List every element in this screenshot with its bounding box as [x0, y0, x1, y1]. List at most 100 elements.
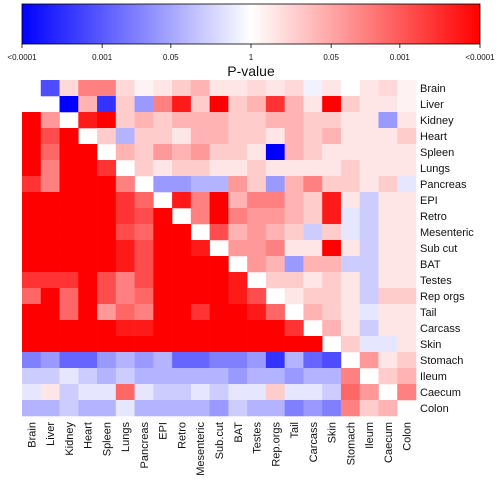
heatmap-cell: [59, 176, 79, 193]
heatmap-cell: [115, 288, 135, 305]
heatmap-cell: [153, 336, 173, 353]
y-tick-label: Liver: [420, 99, 444, 111]
heatmap-cell: [172, 288, 192, 305]
heatmap-cell: [284, 144, 304, 161]
heatmap-cell: [265, 240, 285, 257]
heatmap-cell: [265, 128, 285, 145]
heatmap-cell: [265, 352, 285, 369]
heatmap-cell: [153, 368, 173, 385]
heatmap-cell: [40, 176, 60, 193]
heatmap-cell: [134, 320, 154, 337]
heatmap-cell: [22, 256, 42, 273]
heatmap-cell: [378, 304, 398, 321]
heatmap-cell: [340, 208, 361, 225]
x-tick-label: Sub.cut: [214, 422, 226, 459]
heatmap-cell: [153, 112, 173, 129]
heatmap-cell: [378, 160, 398, 177]
heatmap-cell: [115, 256, 135, 273]
heatmap-cell: [322, 256, 342, 273]
heatmap-cell: [172, 304, 192, 321]
heatmap-cell: [97, 384, 117, 401]
heatmap-cell: [303, 192, 323, 209]
heatmap-cell: [397, 96, 417, 113]
heatmap-cell: [78, 224, 98, 241]
colorbar-tick-label: 0.001: [390, 53, 411, 62]
heatmap-cell: [190, 240, 210, 257]
heatmap-cell: [303, 384, 323, 401]
y-tick-label: Colon: [420, 403, 449, 415]
heatmap-cell: [134, 240, 154, 257]
heatmap-cell: [322, 192, 342, 209]
x-tick-label: EPI: [158, 422, 170, 440]
heatmap-cell: [247, 240, 267, 257]
heatmap-cell: [209, 320, 229, 337]
heatmap-cell: [397, 336, 417, 353]
heatmap-cell: [134, 288, 154, 305]
y-tick-label: Ileum: [420, 371, 447, 383]
heatmap-cell: [172, 192, 192, 209]
heatmap-cell: [378, 400, 398, 417]
heatmap-cell: [190, 304, 210, 321]
heatmap-cell: [247, 400, 267, 417]
heatmap-cell: [97, 320, 117, 337]
heatmap-cell: [97, 224, 117, 241]
heatmap-cell: [209, 80, 229, 97]
heatmap-cell: [340, 96, 361, 113]
heatmap-cell: [322, 160, 342, 177]
x-tick-label: Ileum: [364, 422, 376, 449]
heatmap-cell: [340, 288, 361, 305]
heatmap-cell: [134, 384, 154, 401]
y-tick-label: Mesenteric: [420, 227, 474, 239]
heatmap-cell: [22, 400, 42, 417]
heatmap-cell: [153, 208, 173, 225]
heatmap-cell: [59, 368, 79, 385]
heatmap-cell: [190, 96, 210, 113]
heatmap-cell: [40, 352, 60, 369]
heatmap-cell: [247, 192, 267, 209]
heatmap-cell: [172, 80, 192, 97]
heatmap-cell: [190, 288, 210, 305]
heatmap-cell: [322, 176, 342, 193]
heatmap-cell: [322, 320, 342, 337]
heatmap-cell: [303, 304, 323, 321]
heatmap-cell: [172, 224, 192, 241]
heatmap-cell: [228, 176, 248, 193]
heatmap-cell: [284, 400, 304, 417]
heatmap-cell: [134, 368, 154, 385]
heatmap-cell: [265, 384, 285, 401]
heatmap-cell: [397, 80, 417, 97]
heatmap-cell: [134, 224, 154, 241]
heatmap-cell: [303, 176, 323, 193]
heatmap-cell: [397, 256, 417, 273]
heatmap-cell: [303, 240, 323, 257]
heatmap-cell: [97, 160, 117, 177]
heatmap-cell: [284, 128, 304, 145]
heatmap-cell: [134, 208, 154, 225]
heatmap-cell: [284, 240, 304, 257]
heatmap-cell: [190, 208, 210, 225]
heatmap-cell: [247, 256, 267, 273]
heatmap-cell: [359, 144, 379, 161]
heatmap-cell: [397, 320, 417, 337]
heatmap-cell: [303, 272, 323, 289]
heatmap-cell: [397, 352, 417, 369]
heatmap-cell: [340, 224, 361, 241]
heatmap-cell: [359, 304, 379, 321]
heatmap-cell: [209, 112, 229, 129]
heatmap-cell: [247, 304, 267, 321]
heatmap-cell: [153, 384, 173, 401]
heatmap-cell: [209, 256, 229, 273]
heatmap-cell: [340, 336, 361, 353]
heatmap-cell: [265, 208, 285, 225]
x-tick-label: Spleen: [101, 422, 113, 456]
heatmap-cell: [322, 240, 342, 257]
heatmap-cell: [190, 352, 210, 369]
y-tick-label: Heart: [420, 131, 447, 143]
heatmap-cell: [284, 96, 304, 113]
heatmap-cell: [265, 272, 285, 289]
heatmap-cell: [115, 320, 135, 337]
heatmap-cell: [322, 352, 342, 369]
heatmap-cell: [97, 256, 117, 273]
heatmap-cell: [209, 368, 229, 385]
heatmap-cell: [340, 176, 361, 193]
